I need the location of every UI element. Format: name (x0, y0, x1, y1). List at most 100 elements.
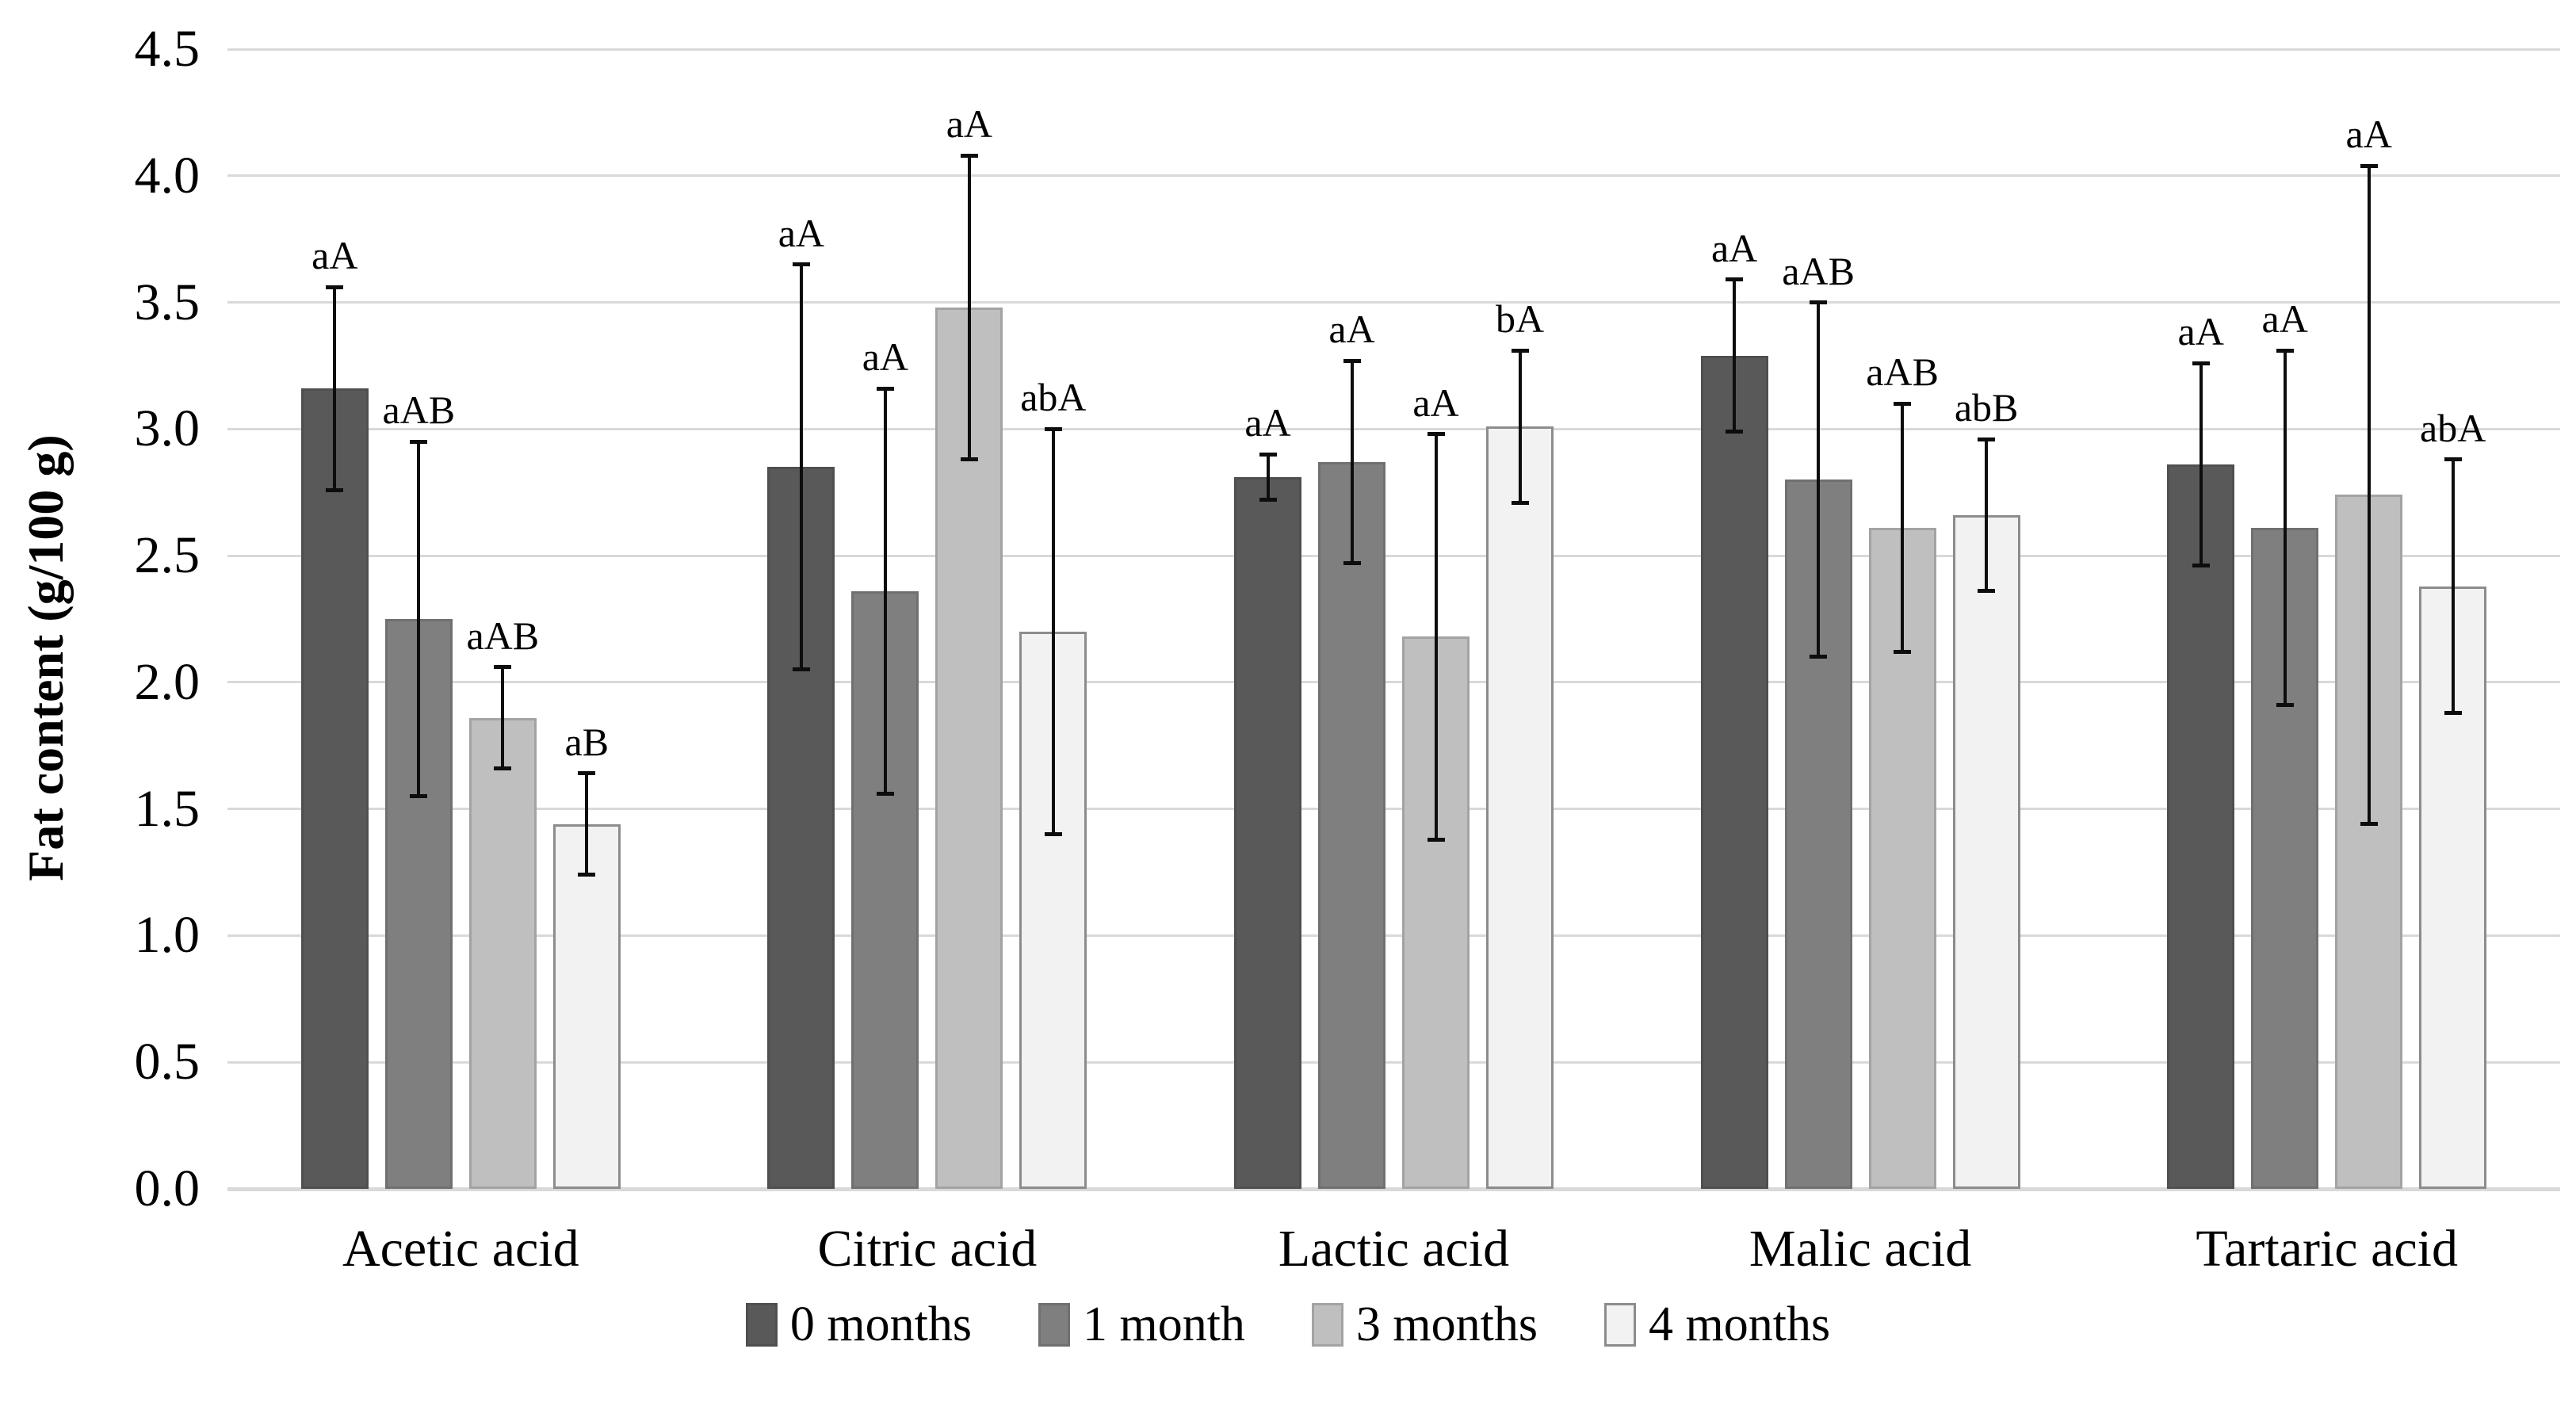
y-tick-label: 0.0 (134, 1160, 201, 1217)
error-bar-line (585, 773, 589, 875)
error-bar-top-cap (1343, 358, 1361, 363)
error-bar-line (2199, 363, 2203, 566)
bar-1-month-Lactic-acid (1318, 461, 1385, 1189)
legend-item-3-months: 3 months (1311, 1300, 1538, 1349)
error-bar-bottom-cap (1343, 561, 1361, 566)
error-bar-bottom-cap (1894, 650, 1912, 654)
significance-label: aA (946, 101, 993, 147)
error-bar-line (2451, 459, 2455, 713)
significance-label: aA (2345, 112, 2392, 156)
error-bar-bottom-cap (960, 457, 978, 462)
error-bar-top-cap (578, 771, 596, 776)
error-bar-line (333, 287, 337, 490)
legend-swatch (745, 1302, 778, 1347)
significance-label: aA (1244, 400, 1291, 445)
error-bar-top-cap (1726, 277, 1744, 282)
error-bar-bottom-cap (494, 766, 512, 770)
y-tick-label: 3.0 (134, 399, 201, 458)
error-bar-top-cap (960, 153, 978, 158)
error-bar-line (501, 667, 505, 769)
legend-item-4-months: 4 months (1604, 1300, 1830, 1349)
significance-label: aA (1710, 225, 1758, 270)
category-label: Malic acid (1749, 1220, 1972, 1278)
bar-0-months-Lactic-acid (1234, 477, 1301, 1189)
significance-label: aB (564, 719, 610, 764)
error-bar-line (799, 264, 803, 670)
error-bar-bottom-cap (1511, 500, 1529, 505)
bar-1-month-Malic-acid (1784, 480, 1852, 1189)
significance-label: aAB (1782, 248, 1855, 293)
gridline (227, 174, 2560, 178)
error-bar-bottom-cap (1810, 655, 1828, 659)
error-bar-line (1985, 439, 1989, 591)
significance-label: aA (1412, 380, 1459, 425)
category-label: Tartaric acid (2196, 1220, 2459, 1278)
bar-4-months-Acetic-acid (552, 823, 621, 1189)
error-bar-bottom-cap (2276, 703, 2294, 708)
bar-4-months-Lactic-acid (1486, 426, 1554, 1189)
legend: 0 months 1 month 3 months 4 months (0, 1300, 2576, 1349)
y-tick-label: 2.0 (134, 652, 201, 711)
error-bar-line (2367, 166, 2371, 824)
gridline (227, 301, 2560, 304)
error-bar-top-cap (2192, 361, 2210, 365)
error-bar-top-cap (1259, 452, 1277, 457)
legend-label: 4 months (1649, 1297, 1831, 1351)
error-bar-bottom-cap (2444, 710, 2462, 715)
gridline (227, 554, 2560, 557)
significance-label: aA (2261, 296, 2308, 342)
error-bar-line (1733, 279, 1737, 432)
error-bar-bottom-cap (1726, 430, 1744, 434)
y-tick-label: 0.5 (134, 1033, 201, 1091)
bar-4-months-Malic-acid (1952, 515, 2020, 1189)
legend-label: 0 months (789, 1297, 972, 1351)
significance-label: abA (1020, 375, 1087, 420)
legend-swatch (1311, 1302, 1343, 1347)
error-bar-line (1518, 350, 1522, 502)
significance-label: abB (1954, 385, 2019, 430)
error-bar-line (417, 441, 421, 797)
category-label: Citric acid (817, 1220, 1038, 1278)
significance-label: aAB (1866, 350, 1939, 395)
error-bar-top-cap (1978, 437, 1996, 441)
bar-3-months-Acetic-acid (468, 717, 537, 1189)
bar-0-months-Acetic-acid (300, 388, 369, 1189)
error-bar-line (1051, 429, 1055, 835)
y-tick-label: 4.0 (134, 146, 201, 204)
category-label: Lactic acid (1278, 1220, 1510, 1278)
significance-label: aA (862, 334, 909, 380)
error-bar-top-cap (326, 285, 344, 289)
x-axis-baseline (227, 1186, 2560, 1191)
error-bar-bottom-cap (1259, 498, 1277, 502)
error-bar-top-cap (1810, 300, 1828, 305)
significance-label: aA (311, 233, 358, 278)
category-label: Acetic acid (342, 1220, 579, 1278)
significance-label: aAB (466, 613, 540, 658)
error-bar-bottom-cap (326, 487, 344, 492)
legend-item-0-months: 0 months (745, 1297, 972, 1351)
y-tick-label: 3.5 (134, 273, 201, 331)
error-bar-line (967, 155, 971, 460)
significance-label: aA (778, 210, 825, 255)
gridline (227, 427, 2560, 430)
error-bar-line (1901, 403, 1905, 652)
y-tick-label: 2.5 (134, 526, 201, 585)
gridline (227, 1060, 2560, 1064)
error-bar-top-cap (1894, 401, 1912, 406)
y-tick-label: 4.5 (134, 20, 201, 78)
legend-swatch (1038, 1302, 1070, 1347)
gridline (227, 934, 2560, 937)
error-bar-bottom-cap (876, 792, 894, 796)
error-bar-line (883, 388, 887, 794)
error-bar-top-cap (410, 439, 428, 444)
error-bar-top-cap (1044, 426, 1062, 431)
error-bar-bottom-cap (2192, 564, 2210, 568)
bar-4-months-Tartaric-acid (2419, 586, 2487, 1189)
gridline (227, 808, 2560, 811)
error-bar-line (1350, 361, 1354, 564)
error-bar-bottom-cap (2360, 822, 2378, 827)
error-bar-top-cap (1427, 432, 1445, 437)
error-bar-line (1434, 434, 1438, 839)
legend-swatch (1604, 1302, 1637, 1347)
bar-3-months-Lactic-acid (1402, 636, 1470, 1189)
